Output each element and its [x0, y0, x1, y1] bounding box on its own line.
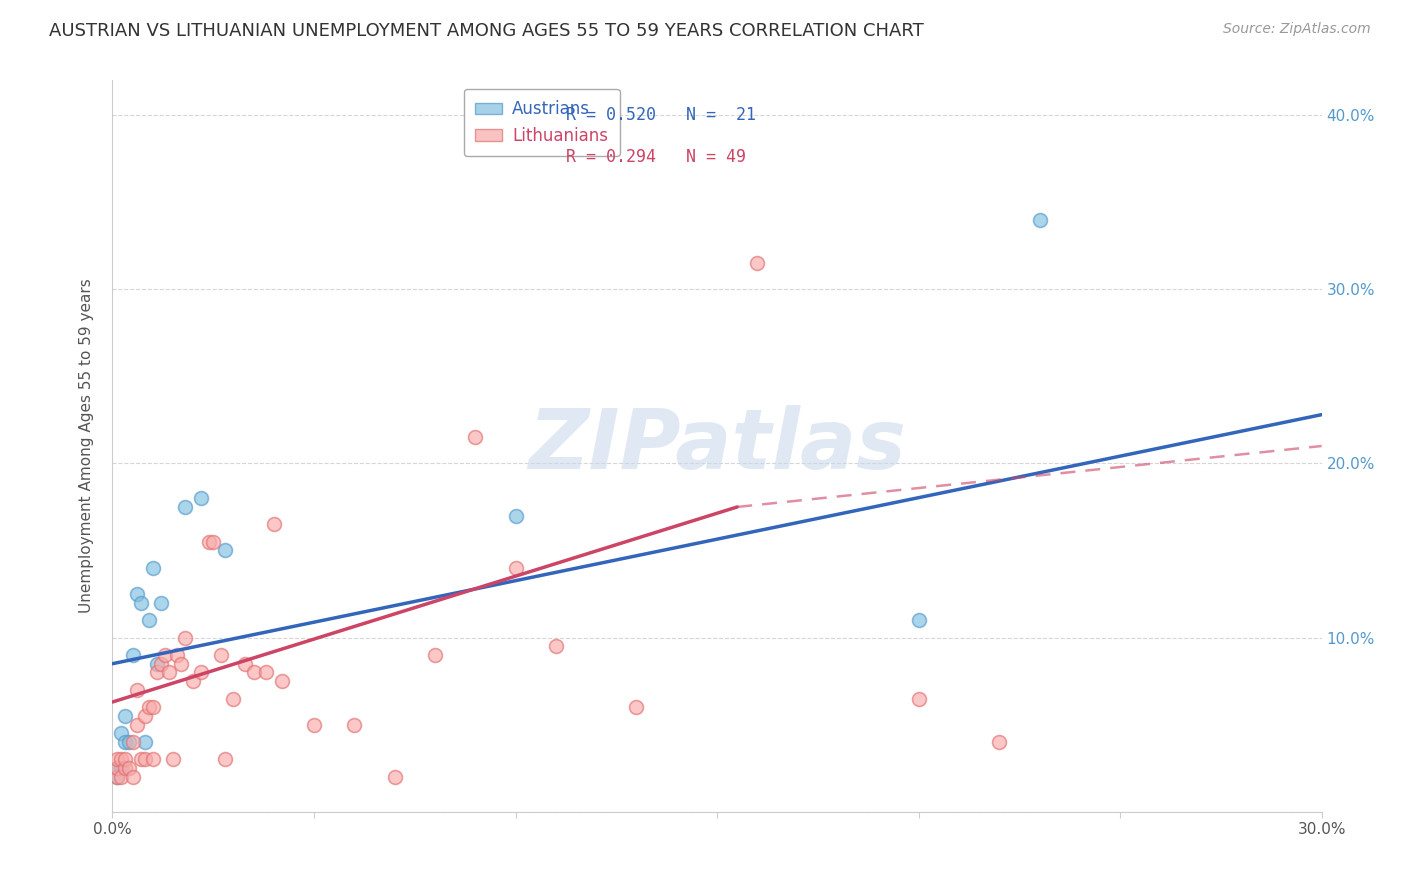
Point: [129, 752, 152, 766]
Point: [121, 735, 143, 749]
Point: [142, 561, 165, 575]
Point: [988, 735, 1011, 749]
Point: [105, 770, 128, 784]
Point: [121, 770, 143, 784]
Point: [129, 596, 152, 610]
Text: ZIPatlas: ZIPatlas: [529, 406, 905, 486]
Point: [149, 596, 172, 610]
Point: [110, 726, 132, 740]
Point: [157, 665, 180, 680]
Point: [190, 665, 212, 680]
Point: [142, 752, 165, 766]
Point: [907, 691, 929, 706]
Point: [138, 700, 160, 714]
Point: [254, 665, 277, 680]
Point: [302, 717, 325, 731]
Point: [174, 500, 197, 514]
Point: [209, 648, 232, 662]
Point: [505, 508, 527, 523]
Point: [110, 752, 132, 766]
Point: [138, 613, 160, 627]
Point: [464, 430, 486, 444]
Point: [242, 665, 264, 680]
Point: [235, 657, 257, 671]
Point: [162, 752, 184, 766]
Legend: Austrians, Lithuanians: Austrians, Lithuanians: [464, 88, 620, 156]
Point: [105, 761, 128, 775]
Point: [110, 761, 132, 775]
Point: [384, 770, 406, 784]
Point: [105, 761, 128, 775]
Text: R = 0.520   N =  21: R = 0.520 N = 21: [565, 106, 756, 124]
Point: [343, 717, 366, 731]
Point: [181, 674, 204, 689]
Text: R = 0.294   N = 49: R = 0.294 N = 49: [565, 147, 747, 166]
Point: [907, 613, 929, 627]
Point: [146, 665, 169, 680]
Point: [1028, 212, 1050, 227]
Point: [114, 735, 136, 749]
Point: [149, 657, 172, 671]
Text: Source: ZipAtlas.com: Source: ZipAtlas.com: [1223, 22, 1371, 37]
Point: [121, 648, 143, 662]
Point: [270, 674, 292, 689]
Point: [423, 648, 446, 662]
Point: [146, 657, 169, 671]
Point: [117, 735, 139, 749]
Point: [505, 561, 527, 575]
Point: [153, 648, 176, 662]
Point: [166, 648, 188, 662]
Point: [544, 640, 567, 654]
Point: [125, 682, 148, 697]
Point: [134, 752, 156, 766]
Point: [214, 543, 236, 558]
Point: [222, 691, 245, 706]
Point: [747, 256, 769, 270]
Point: [142, 700, 165, 714]
Point: [134, 709, 156, 723]
Point: [170, 657, 193, 671]
Point: [110, 770, 132, 784]
Point: [174, 631, 197, 645]
Point: [105, 770, 128, 784]
Point: [114, 752, 136, 766]
Point: [198, 534, 221, 549]
Point: [114, 761, 136, 775]
Point: [202, 534, 225, 549]
Point: [263, 517, 285, 532]
Point: [114, 709, 136, 723]
Y-axis label: Unemployment Among Ages 55 to 59 years: Unemployment Among Ages 55 to 59 years: [79, 278, 94, 614]
Point: [134, 735, 156, 749]
Point: [117, 761, 139, 775]
Point: [190, 491, 212, 506]
Point: [125, 587, 148, 601]
Point: [125, 717, 148, 731]
Point: [105, 752, 128, 766]
Point: [214, 752, 236, 766]
Point: [626, 700, 648, 714]
Text: AUSTRIAN VS LITHUANIAN UNEMPLOYMENT AMONG AGES 55 TO 59 YEARS CORRELATION CHART: AUSTRIAN VS LITHUANIAN UNEMPLOYMENT AMON…: [49, 22, 924, 40]
